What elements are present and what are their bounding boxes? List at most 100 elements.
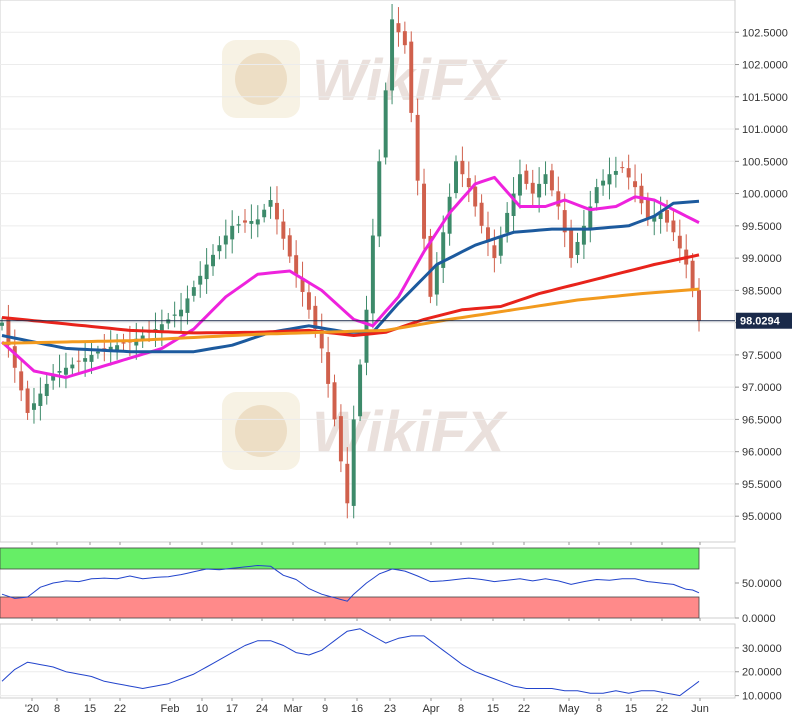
candle-body [537,183,542,198]
candle-body [281,221,286,239]
candle-body [409,41,414,113]
candle-body [159,324,164,333]
y-tick-label: 96.5000 [742,414,782,426]
adx-panel: 10.0000 20.0000 30.0000 [0,623,782,703]
candle-body [613,170,618,175]
rsi-y-tick-label: 0.0000 [742,613,776,625]
last-price-badge: 98.0294 [736,312,792,329]
candle-body [396,23,401,33]
candle-body [658,212,663,220]
y-tick-label: 98.5000 [742,285,782,297]
candle-body [204,264,209,280]
x-tick-label: 22 [656,703,668,715]
moving-average-line [1,287,700,345]
x-tick-label: Jun [691,703,709,715]
candle-body [134,338,139,346]
candle-body [249,220,254,224]
y-tick-label: 97.5000 [742,350,782,362]
candle-body [498,235,503,256]
candle-body [95,351,100,354]
x-tick-label: 15 [625,703,637,715]
candle-body [230,225,235,240]
candle-body [211,254,216,267]
x-axis: '20 8 15 22 Feb 10 17 24 Mar 9 16 23 Apr 8 15 22 May 8 15 2… [25,542,709,715]
candle-body [274,202,279,220]
rsi-line [1,565,700,602]
last-price-label: 98.0294 [740,316,781,328]
candle-body [332,382,337,420]
adx-line [1,628,700,697]
candle-body [294,255,299,275]
candle-body [402,31,407,46]
candle-body [581,225,586,245]
y-tick-label: 101.5000 [742,92,788,104]
candle-body [530,182,535,194]
adx-series-line [1,628,700,697]
candle-body [377,161,382,237]
adx-y-tick-label: 30.0000 [742,643,782,655]
candle-body [562,210,567,233]
candle-body [460,160,465,175]
x-tick-label: 22 [114,703,126,715]
candle-body [217,245,222,252]
x-tick-label: 8 [596,703,602,715]
candle-body [172,314,177,316]
candle-body [313,305,318,330]
candle-body [351,419,356,506]
candle-body [306,292,311,310]
main-y-axis: 95.0000 95.5000 96.0000 96.5000 97.0000 97.50… [735,27,788,523]
candle-body [671,220,676,233]
candle-body [645,199,650,220]
candle-body [255,219,260,225]
candle-body [492,245,497,259]
candle-body [140,335,145,340]
candle-body [479,202,484,226]
candle-body [6,318,11,346]
x-tick-label: 15 [487,703,499,715]
candle-body [25,388,30,413]
candle-body [677,235,682,249]
y-tick-label: 102.5000 [742,27,788,39]
candle-body [594,187,599,204]
candle-body [588,206,593,229]
candle-body [236,224,241,226]
candle-body [422,183,427,239]
candle-body [89,354,94,362]
watermark: WikiFX WikiFX [222,40,508,470]
eagle-logo-icon [222,40,300,470]
candle-body [70,364,75,369]
candle-body [569,230,574,259]
rsi-y-axis: 0.0000 50.0000 [735,578,782,625]
candle-body [428,235,433,297]
candle-body [179,309,184,317]
candle-body [434,264,439,295]
x-tick-label: Feb [161,703,180,715]
candle-body [262,209,267,218]
candle-body [690,260,695,291]
y-tick-label: 97.0000 [742,382,782,394]
x-tick-label: 23 [384,703,396,715]
candle-body [83,358,88,362]
candle-body [63,367,68,375]
y-tick-label: 99.5000 [742,221,782,233]
candle-body [300,278,305,292]
candle-body [191,287,196,296]
rsi-y-tick-label: 50.0000 [742,578,782,590]
candle-body [473,186,478,207]
candle-body [415,114,420,181]
candle-body [12,346,17,368]
candle-body [121,342,126,344]
candle-body [223,235,228,245]
candle-body [338,416,343,462]
x-tick-label: 24 [256,703,268,715]
candle-body [665,209,670,223]
watermark-text-bottom: WikiFX [312,400,508,465]
x-tick-label: Apr [422,703,439,715]
x-tick-label: 8 [54,703,60,715]
x-tick-label: 8 [458,703,464,715]
candle-body [370,235,375,314]
candle-body [517,174,522,196]
candle-body [390,19,395,91]
adx-y-tick-label: 20.0000 [742,667,782,679]
candle-body [185,298,190,313]
